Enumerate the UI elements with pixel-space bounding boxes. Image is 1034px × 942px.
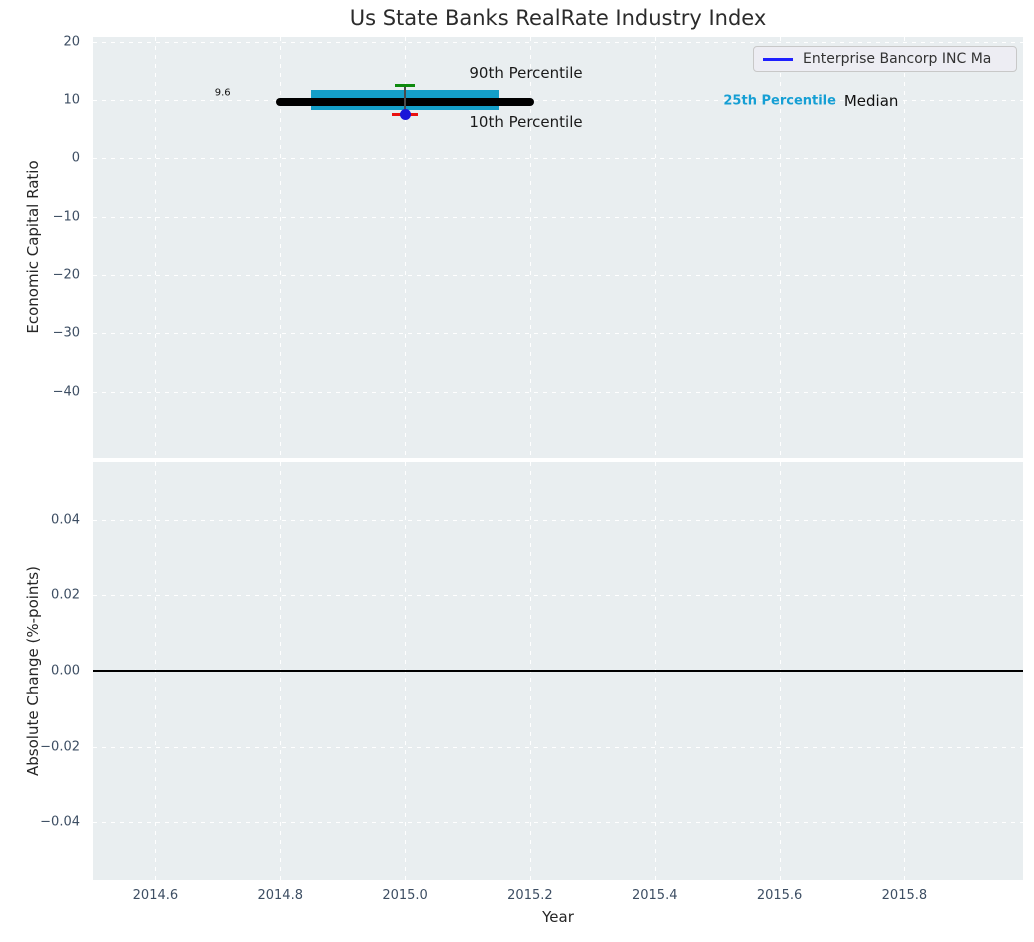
- x-tick-label: 2015.2: [507, 888, 553, 903]
- y-tick-label: −30: [52, 325, 80, 341]
- gridline-horizontal: [93, 158, 1023, 160]
- gridline-horizontal: [93, 595, 1023, 597]
- gridline-vertical: [779, 37, 781, 458]
- gridline-vertical: [654, 37, 656, 458]
- gridline-horizontal: [93, 99, 1023, 101]
- gridline-horizontal: [93, 216, 1023, 218]
- y-tick-label: 0.00: [51, 663, 80, 679]
- top-plot-area: 90th Percentile 10th Percentile 9.6 25th Pe…: [93, 37, 1023, 458]
- p25-label: 25th Percentile: [723, 93, 836, 109]
- p90-label: 90th Percentile: [469, 64, 583, 83]
- y-tick-label: 0.04: [51, 512, 80, 528]
- x-tick-label: 2015.8: [881, 888, 928, 903]
- legend-line-swatch: [763, 57, 793, 61]
- x-tick-label: 2014.8: [257, 888, 303, 903]
- y-tick-label: 10: [63, 92, 80, 108]
- gridline-vertical: [280, 37, 282, 458]
- median-label: Median: [843, 91, 899, 110]
- legend: Enterprise Bancorp INC Ma: [753, 46, 1017, 72]
- gridline-vertical: [904, 37, 906, 458]
- gridline-horizontal: [93, 333, 1023, 335]
- gridline-horizontal: [93, 822, 1023, 824]
- y-tick-label: −40: [52, 384, 80, 400]
- x-tick-label: 2014.6: [132, 888, 179, 903]
- p90-cap: [395, 83, 416, 87]
- bottom-plot-area: [93, 462, 1023, 880]
- gridline-vertical: [155, 37, 157, 458]
- x-tick-label: 2015.0: [382, 888, 428, 903]
- y-tick-label: −10: [52, 209, 80, 225]
- whisker-line: [404, 85, 406, 115]
- gridline-horizontal: [93, 746, 1023, 748]
- chart-title: Us State Banks RealRate Industry Index: [349, 6, 767, 30]
- y-axis-label-top: Economic Capital Ratio: [24, 160, 42, 334]
- y-tick-label: 0.02: [51, 587, 80, 603]
- median-value-label: 9.6: [214, 87, 231, 99]
- x-tick-label: 2015.6: [756, 888, 803, 903]
- x-axis-label: Year: [542, 908, 574, 926]
- y-tick-label: −0.02: [40, 739, 80, 755]
- p10-label: 10th Percentile: [469, 113, 583, 132]
- gridline-horizontal: [93, 41, 1023, 43]
- company-marker: [399, 109, 411, 121]
- gridline-horizontal: [93, 391, 1023, 393]
- y-tick-label: 20: [63, 34, 80, 50]
- y-tick-label: 0: [71, 150, 80, 166]
- gridline-vertical: [529, 37, 531, 458]
- x-tick-label: 2015.4: [631, 888, 678, 903]
- y-tick-label: −0.04: [40, 814, 80, 830]
- legend-label: Enterprise Bancorp INC Ma: [803, 51, 992, 67]
- gridline-vertical: [405, 37, 407, 458]
- gridline-horizontal: [93, 519, 1023, 521]
- zero-line: [93, 670, 1023, 672]
- y-tick-label: −20: [52, 267, 80, 283]
- gridline-horizontal: [93, 274, 1023, 276]
